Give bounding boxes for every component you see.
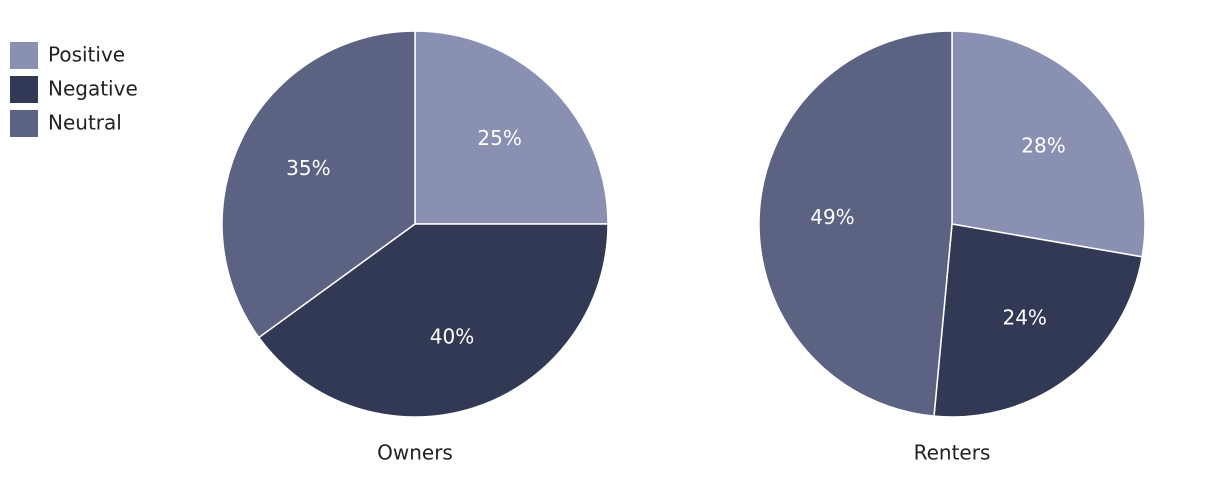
legend-label: Positive [48,43,125,67]
legend-label: Negative [48,77,138,101]
pie-slice [758,30,953,417]
legend-swatch [10,76,38,103]
pie-slice [414,30,609,225]
legend-swatch [10,110,38,137]
data-label: 24% [1002,306,1046,330]
pie-slice [951,30,1146,258]
pie-slice [221,30,416,339]
chart-title: Renters [914,441,991,465]
data-label: 40% [430,324,474,348]
pie-slice [257,223,609,418]
legend-swatch [10,42,38,69]
legend-label: Neutral [48,111,122,135]
data-label: 28% [1021,133,1065,157]
data-label: 35% [286,156,330,180]
pie-slice [933,223,1144,418]
chart-title: Owners [377,441,453,465]
data-label: 49% [810,205,854,229]
data-label: 25% [477,126,521,150]
